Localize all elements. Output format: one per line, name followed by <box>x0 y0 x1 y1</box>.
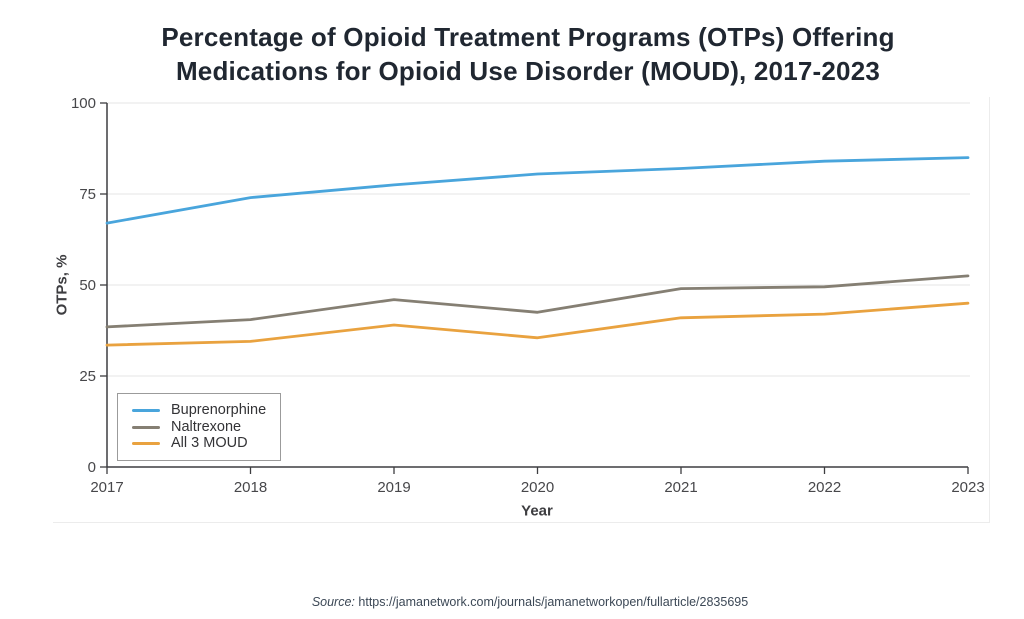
y-tick-label-25: 25 <box>79 368 96 385</box>
x-tick-label-2018: 2018 <box>234 479 267 496</box>
legend-swatch-all-3-moud <box>132 442 160 446</box>
y-tick-label-0: 0 <box>88 459 96 476</box>
legend-swatch-buprenorphine <box>132 408 160 412</box>
legend-label-naltrexone: Naltrexone <box>171 418 242 435</box>
legend-item-naltrexone: Naltrexone <box>132 419 270 436</box>
source-label: Source: <box>311 595 355 609</box>
source-line: Source: https://jamanetwork.com/journals… <box>18 595 1024 609</box>
legend-item-buprenorphine: Buprenorphine <box>132 402 270 419</box>
series-line-naltrexone <box>105 274 970 329</box>
y-tick-label-100: 100 <box>71 95 96 112</box>
y-tick-label-50: 50 <box>79 277 96 294</box>
legend-item-all-3-moud: All 3 MOUD <box>132 435 270 452</box>
x-axis-label: Year <box>521 502 553 520</box>
y-tick-label-75: 75 <box>79 186 96 203</box>
legend-swatch-naltrexone <box>132 425 160 429</box>
source-url: https://jamanetwork.com/journals/jamanet… <box>358 595 749 609</box>
x-tick-label-2021: 2021 <box>664 479 697 496</box>
series-line-all-3-moud <box>105 301 970 347</box>
chart-legend: Buprenorphine Naltrexone All 3 MOUD <box>117 393 281 461</box>
x-tick-label-2017: 2017 <box>90 479 123 496</box>
legend-label-all-3-moud: All 3 MOUD <box>171 435 248 452</box>
x-tick-label-2022: 2022 <box>808 479 841 496</box>
series-line-buprenorphine <box>105 156 970 225</box>
x-tick-label-2020: 2020 <box>521 479 554 496</box>
legend-label-buprenorphine: Buprenorphine <box>171 402 267 419</box>
x-tick-label-2019: 2019 <box>377 479 410 496</box>
line-chart: 0 25 50 75 100 2017 2018 2019 2020 2021 2022 2023 <box>71 95 985 496</box>
x-tick-label-2023: 2023 <box>951 479 984 496</box>
chart-title: Percentage of Opioid Treatment Programs … <box>161 22 895 87</box>
y-axis-label: OTPs, % <box>53 254 71 316</box>
